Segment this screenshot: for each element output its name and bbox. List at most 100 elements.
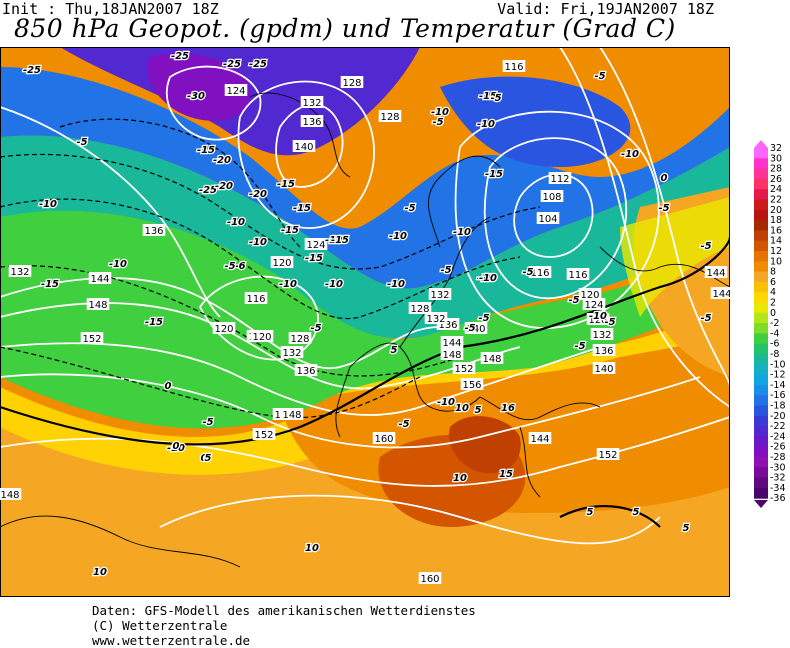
geopotential-label: 144 <box>712 289 730 300</box>
geopotential-label: 148 <box>442 350 461 361</box>
geopotential-label-bg <box>586 313 610 325</box>
temperature-label: -10 <box>589 311 607 322</box>
legend-labels: 32302826242220181614121086420-2-4-6-8-10… <box>770 143 786 504</box>
temperature-label: -10 <box>477 273 495 284</box>
legend-swatch <box>754 467 768 479</box>
geopotential-label: 116 <box>568 270 587 281</box>
temperature-labels: -25-25-25 -25-30-20-15-25-20 -15-20-15-10-… <box>22 50 713 580</box>
geopotential-label-bg <box>528 266 552 278</box>
legend-label: -22 <box>770 421 786 432</box>
legend-label: 26 <box>770 174 782 185</box>
temperature-label: -25 <box>199 185 217 196</box>
legend-swatch <box>754 354 768 365</box>
legend-label: -8 <box>770 349 779 360</box>
legend-swatch <box>754 251 768 262</box>
temperature-label: 5 <box>205 453 212 464</box>
temperature-label: 5 <box>391 345 398 356</box>
geopotential-label: 136 <box>302 117 321 128</box>
legend-label: 20 <box>770 205 782 216</box>
legend-bottom-arrow <box>754 500 768 508</box>
temperature-label: -10 <box>325 235 343 246</box>
geopotential-label: 140 <box>294 142 313 153</box>
geopotential-label-bg <box>142 224 166 236</box>
geopotential-label-bg <box>244 292 268 304</box>
legend-label: 16 <box>770 225 782 236</box>
geopotential-label: 116 <box>246 294 265 305</box>
legend-label: 6 <box>770 277 776 288</box>
geopotential-label-bg <box>304 238 328 250</box>
temperature-label: -5 <box>398 419 409 430</box>
geopotential-label-bg <box>212 322 236 334</box>
legend-swatch <box>754 457 768 468</box>
temperature-label: -10 <box>431 107 449 118</box>
geopotential-label-bg <box>710 287 730 299</box>
temperature-label: -10 <box>167 443 185 454</box>
geopotential-label: 124 <box>226 86 245 97</box>
legend-swatch <box>754 281 768 293</box>
geopotential-label-bg <box>280 408 304 420</box>
geopotential-label-bg <box>480 352 504 364</box>
legend-swatch <box>754 405 768 417</box>
legend-swatch <box>754 487 768 499</box>
temperature-label: -10 <box>477 119 495 130</box>
legend-label: -24 <box>770 431 786 442</box>
legend-swatch <box>754 148 768 159</box>
legend-swatch <box>754 168 768 180</box>
geopotential-label-bg <box>300 115 324 127</box>
geopotential-label-bg <box>704 266 728 278</box>
legend-swatch <box>754 230 768 242</box>
temperature-label: -30 <box>187 91 205 102</box>
legend-label: 30 <box>770 153 782 164</box>
geopotential-label-bg <box>452 362 476 374</box>
temperature-label: -10 <box>249 237 267 248</box>
temperature-label: -10 <box>39 199 57 210</box>
geopotential-label: 152 <box>82 334 101 345</box>
legend-label: 28 <box>770 164 782 175</box>
legend-swatch <box>754 426 768 437</box>
geopotential-label: 120 <box>214 324 233 335</box>
geopotential-label-bg <box>280 346 304 358</box>
geopotential-label-bg <box>80 332 104 344</box>
temperature-label: -15 <box>277 179 295 190</box>
geopotential-label-bg <box>502 60 526 72</box>
geopotential-label: 108 <box>542 192 561 203</box>
temperature-label: 10 <box>455 403 469 414</box>
geopotential-label-bg <box>528 432 552 444</box>
geopotential-label-bg <box>582 298 606 310</box>
legend-swatch <box>754 178 768 190</box>
temperature-legend: 32302826242220181614121086420-2-4-6-8-10… <box>754 140 786 508</box>
legend-label: -10 <box>770 359 786 370</box>
legend-label: 14 <box>770 236 782 247</box>
legend-swatch <box>754 333 768 345</box>
geopotential-label: 128 <box>290 334 309 345</box>
geopotential-label: 136 <box>594 346 613 357</box>
legend-swatch <box>754 240 768 252</box>
temperature-label: -5 <box>310 323 321 334</box>
legend-label: -28 <box>770 452 786 463</box>
legend-swatch <box>754 189 768 200</box>
footer-website: www.wetterzentrale.de <box>92 633 251 648</box>
geopotential-label-bg <box>372 432 396 444</box>
geopotential-label-bg <box>0 488 22 500</box>
footer-copyright: (C) Wetterzentrale <box>92 618 228 633</box>
geopotential-label: 152 <box>598 450 617 461</box>
temperature-label: 0 <box>661 173 668 184</box>
geopotential-label-bg <box>464 322 488 334</box>
temperature-label: -5 <box>594 71 605 82</box>
temperature-label: 10 <box>93 567 107 578</box>
geopotential-label-bg <box>578 288 602 300</box>
legend-label: 32 <box>770 143 782 154</box>
temperature-label: -20 <box>213 155 231 166</box>
legend-label: -16 <box>770 390 786 401</box>
geopotential-label-bg <box>440 348 464 360</box>
legend-swatch <box>754 199 768 211</box>
legend-swatch <box>754 384 768 396</box>
geopotential-label-bg <box>252 428 276 440</box>
temperature-label: -5 <box>574 341 585 352</box>
temperature-label: -5 <box>464 323 475 334</box>
geopotential-label-bg <box>592 344 616 356</box>
legend-swatch <box>754 261 768 273</box>
temperature-label: 5 <box>475 405 482 416</box>
geopotential-label-bg <box>548 172 572 184</box>
legend-swatch <box>754 415 768 427</box>
